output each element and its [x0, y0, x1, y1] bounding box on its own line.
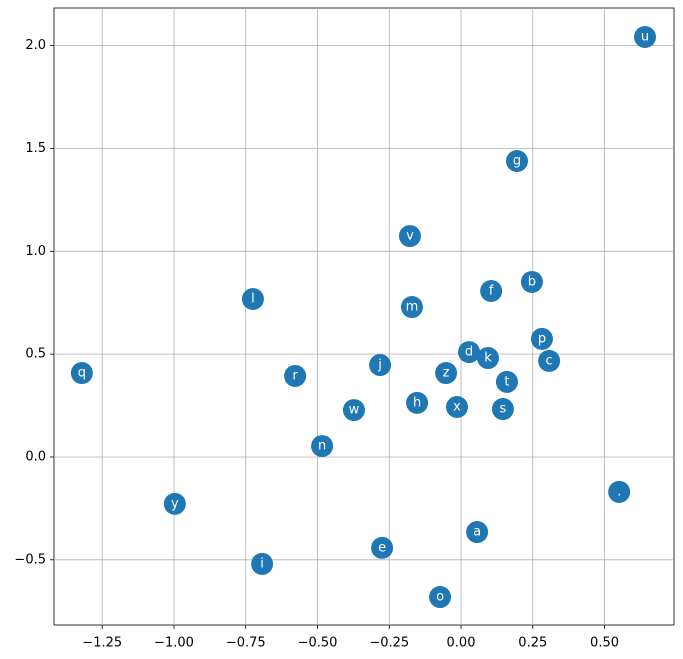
point — [477, 347, 499, 370]
point — [538, 349, 561, 372]
point-label: w — [349, 403, 360, 418]
x-tick-label: 0.25 — [518, 636, 547, 651]
y-tick-label: 1.0 — [25, 244, 46, 259]
point-label: a — [473, 525, 481, 540]
point-label: z — [443, 366, 450, 381]
point — [398, 225, 421, 248]
x-tick-label: −1.00 — [154, 636, 194, 651]
y-tick-label: 1.5 — [25, 141, 46, 156]
point-label: t — [504, 374, 509, 389]
point — [480, 279, 503, 302]
plot-frame — [53, 7, 675, 626]
point — [458, 341, 481, 364]
point-label: l — [251, 292, 255, 307]
point-label: j — [377, 358, 382, 373]
point — [530, 327, 553, 350]
x-tick-label: 0.50 — [590, 636, 619, 651]
point — [311, 435, 334, 458]
point — [342, 399, 365, 422]
point — [251, 552, 274, 575]
point-label: e — [378, 540, 386, 555]
point-label: s — [500, 402, 507, 417]
point-label: f — [489, 283, 494, 298]
point-label: y — [171, 496, 179, 511]
point — [466, 521, 489, 544]
point-label: x — [453, 399, 461, 414]
point-label: p — [538, 331, 546, 346]
point — [406, 391, 429, 414]
point — [505, 150, 528, 173]
point — [495, 370, 518, 393]
point — [241, 288, 264, 311]
point-label: g — [513, 154, 521, 169]
point-label: i — [260, 556, 264, 571]
point-label: v — [406, 229, 414, 244]
point — [446, 395, 468, 418]
point — [520, 270, 543, 293]
point — [163, 492, 186, 515]
point — [70, 362, 93, 385]
point-label: h — [413, 395, 421, 410]
point — [435, 362, 458, 385]
point — [491, 398, 514, 421]
point — [608, 480, 631, 503]
y-tick-label: 2.0 — [25, 38, 46, 53]
point-label: k — [484, 351, 492, 366]
x-tick-label: −0.25 — [369, 636, 409, 651]
point — [369, 354, 392, 377]
point-label: d — [465, 345, 473, 360]
point-label: b — [528, 274, 536, 289]
point-label: u — [641, 29, 649, 44]
point — [634, 25, 657, 48]
y-tick-label: 0.5 — [25, 347, 46, 362]
x-tick-label: −0.50 — [298, 636, 338, 651]
point-label: m — [406, 300, 419, 315]
y-tick-label: 0.0 — [25, 449, 46, 464]
y-tick-label: −0.5 — [14, 552, 46, 567]
point — [371, 536, 394, 559]
x-tick-label: −0.75 — [226, 636, 266, 651]
point-label: . — [617, 484, 621, 499]
point-label: c — [546, 353, 553, 368]
x-tick-label: 0.00 — [447, 636, 476, 651]
point — [284, 364, 307, 387]
point-label: o — [436, 590, 444, 605]
point-label: r — [292, 368, 298, 383]
point — [400, 296, 423, 319]
point — [429, 586, 452, 609]
x-tick-label: −1.25 — [82, 636, 122, 651]
point-label: q — [78, 366, 86, 381]
point-label: n — [318, 439, 326, 454]
